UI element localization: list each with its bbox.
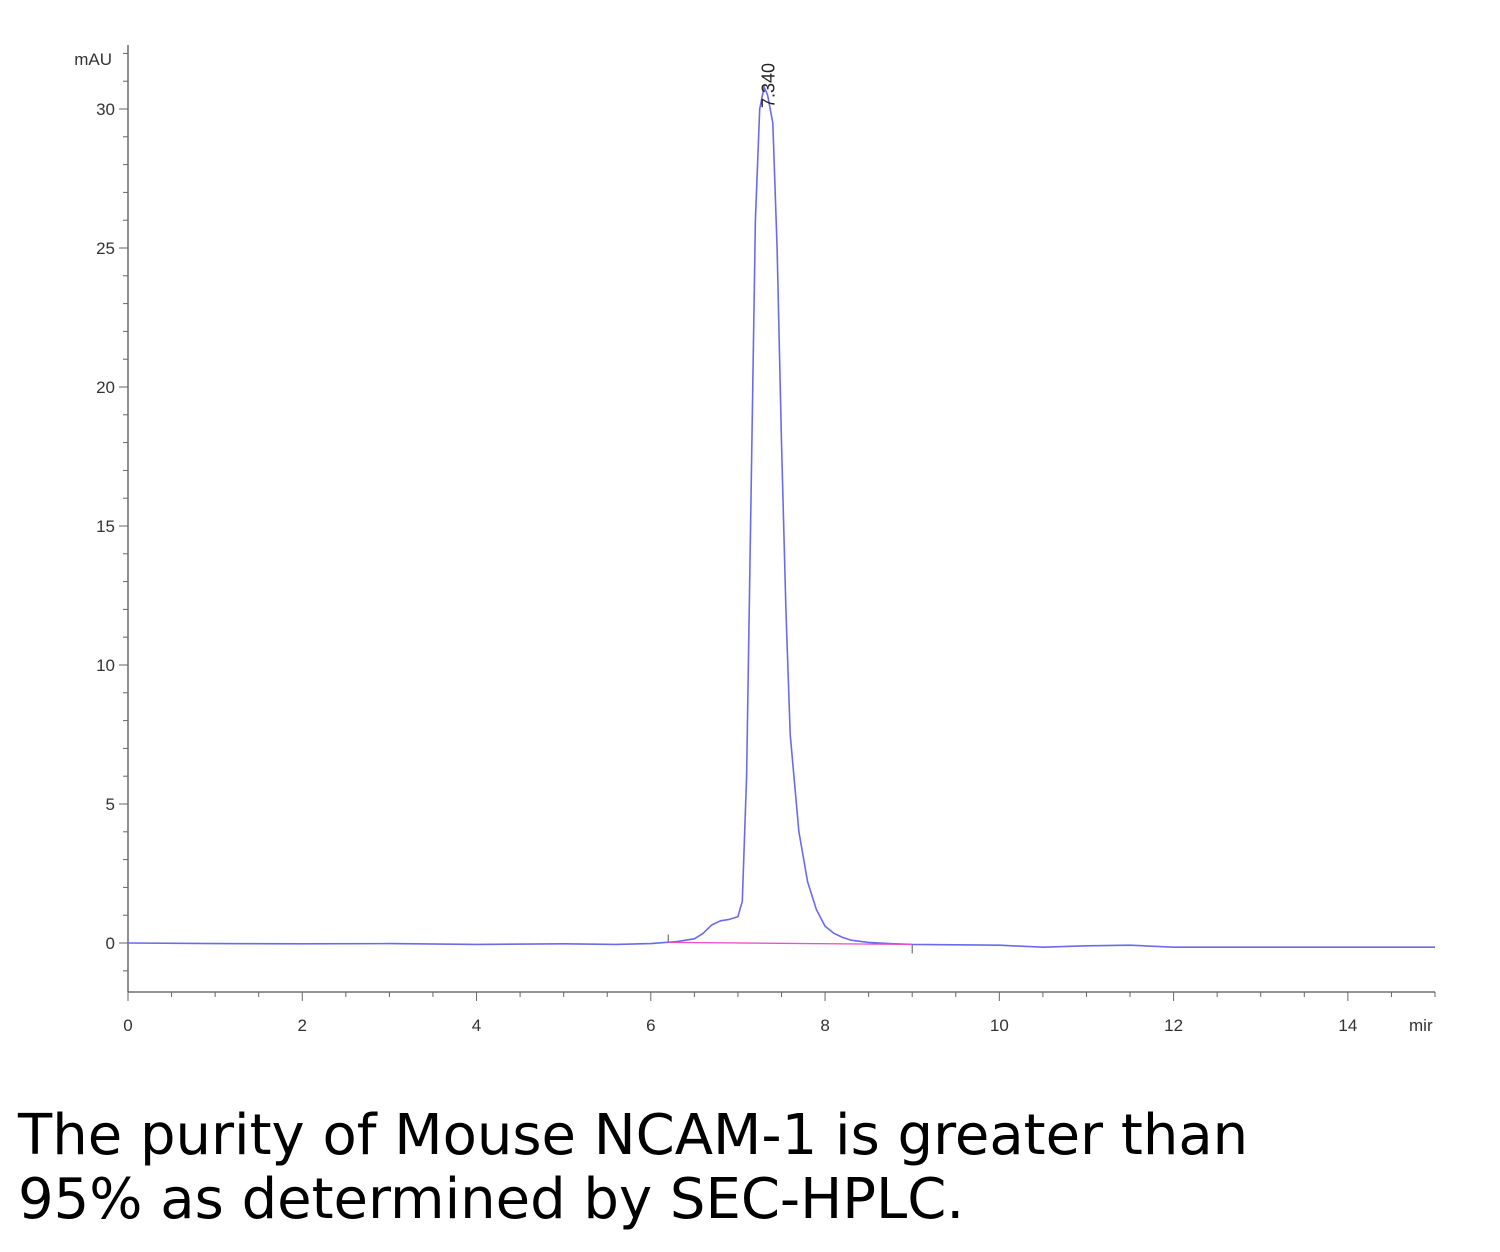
figure-caption: The purity of Mouse NCAM-1 is greater th…: [18, 1104, 1458, 1232]
y-axis-unit-label: mAU: [74, 50, 112, 69]
x-tick-label: 10: [990, 1016, 1009, 1035]
tick-labels: 0 5 10 15 20 25 30 0 2 4 6 8 10 12 14: [96, 100, 1357, 1035]
chromatogram-chart: 0 5 10 15 20 25 30 0 2 4 6 8 10 12 14 mAU mir 7.340: [74, 45, 1436, 1035]
caption-line-2: 95% as determined by SEC-HPLC.: [18, 1167, 965, 1232]
caption-line-1: The purity of Mouse NCAM-1 is greater th…: [18, 1103, 1249, 1168]
baseline-trace: [668, 941, 913, 946]
y-tick-label: 15: [96, 517, 115, 536]
x-axis-unit-label: mir: [1409, 1016, 1433, 1035]
axis-ticks: [119, 52, 1436, 1001]
x-tick-label: 2: [298, 1016, 307, 1035]
x-tick-label: 8: [820, 1016, 829, 1035]
y-tick-label: 5: [106, 795, 115, 814]
x-tick-label: 12: [1164, 1016, 1183, 1035]
y-tick-label: 10: [96, 656, 115, 675]
x-tick-label: 0: [123, 1016, 132, 1035]
x-tick-label: 14: [1338, 1016, 1357, 1035]
y-tick-label: 0: [106, 934, 115, 953]
axes: [127, 45, 1435, 993]
x-tick-label: 6: [646, 1016, 655, 1035]
y-tick-label: 25: [96, 239, 115, 258]
signal-trace: [127, 86, 1435, 948]
series-layer: [127, 86, 1435, 948]
x-tick-label: 4: [472, 1016, 481, 1035]
y-tick-label: 20: [96, 378, 115, 397]
peak-retention-time-label: 7.340: [759, 63, 779, 108]
y-tick-label: 30: [96, 100, 115, 119]
